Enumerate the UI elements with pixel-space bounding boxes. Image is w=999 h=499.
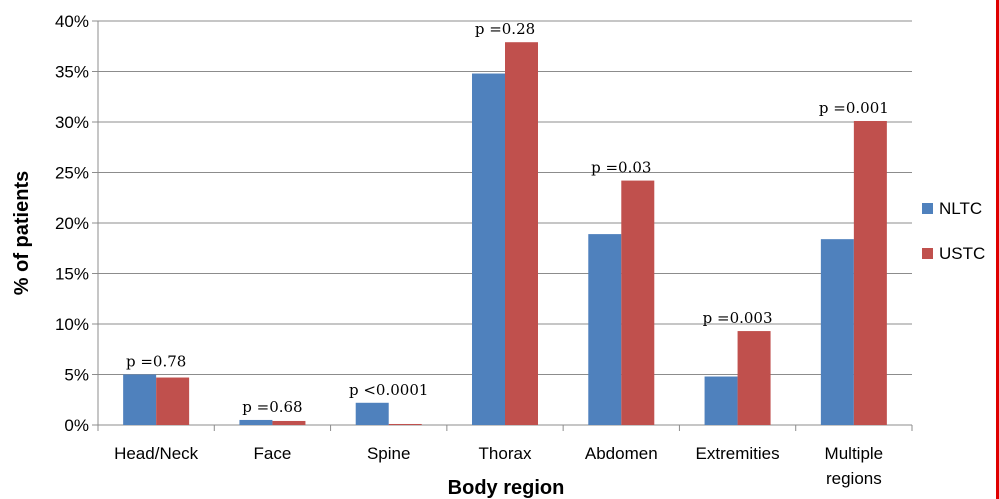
bars bbox=[123, 42, 887, 426]
x-tick-label: Extremities bbox=[696, 444, 780, 463]
bar-ustc bbox=[272, 420, 306, 425]
y-tick-label: 25% bbox=[55, 164, 89, 183]
y-tick-label: 40% bbox=[55, 12, 89, 31]
bar-ustc bbox=[621, 180, 655, 425]
p-value-label: p =0.28 bbox=[475, 20, 535, 38]
y-tick-labels: 0% 5% 10% 15% 20% 25% 30% 35% 40% bbox=[55, 12, 89, 435]
x-axis-label: Body region bbox=[448, 477, 565, 499]
bar-nltc bbox=[820, 239, 854, 425]
p-value-label: p =0.03 bbox=[591, 159, 651, 177]
bar-nltc bbox=[123, 374, 157, 425]
x-tick-label: Abdomen bbox=[585, 444, 658, 463]
y-tick-label: 15% bbox=[55, 265, 89, 284]
p-value-label: p <0.0001 bbox=[349, 381, 428, 399]
p-value-label: p =0.003 bbox=[703, 309, 773, 327]
y-tick-label: 0% bbox=[64, 416, 89, 435]
right-edge-border bbox=[996, 0, 999, 499]
p-value-label: p =0.68 bbox=[242, 398, 302, 416]
bar-nltc bbox=[588, 234, 622, 425]
bar-ustc bbox=[388, 423, 422, 425]
bar-ustc bbox=[737, 331, 771, 425]
legend-swatch-ustc bbox=[922, 248, 933, 259]
legend-swatch-nltc bbox=[922, 203, 933, 214]
x-tick-label: Face bbox=[254, 444, 292, 463]
p-value-label: p =0.78 bbox=[126, 353, 186, 371]
y-tick-label: 30% bbox=[55, 113, 89, 132]
bar-ustc bbox=[853, 120, 887, 426]
x-tick-label: Multiple bbox=[825, 444, 884, 463]
y-tick-label: 5% bbox=[64, 366, 89, 385]
bar-nltc bbox=[704, 376, 738, 425]
x-tick-label: Spine bbox=[367, 444, 410, 463]
legend-label-ustc: USTC bbox=[939, 244, 985, 263]
x-tick-label: Head/Neck bbox=[114, 444, 199, 463]
bar-ustc bbox=[505, 42, 538, 426]
y-tick-label: 10% bbox=[55, 315, 89, 334]
p-value-annotations: p =0.78 p =0.68 p <0.0001 p =0.28 p =0.03 p =… bbox=[126, 20, 889, 416]
legend-label-nltc: NLTC bbox=[939, 199, 982, 218]
bar-ustc bbox=[156, 377, 190, 425]
y-axis-label: % of patients bbox=[11, 171, 33, 295]
p-value-label: p =0.001 bbox=[819, 99, 889, 117]
legend: NLTC USTC bbox=[922, 199, 985, 263]
bar-nltc bbox=[472, 73, 505, 426]
bar-nltc bbox=[239, 419, 273, 425]
x-tick-label: Thorax bbox=[479, 444, 532, 463]
x-tick-label: regions bbox=[826, 469, 882, 488]
y-tick-label: 35% bbox=[55, 63, 89, 82]
bar-nltc bbox=[355, 402, 389, 425]
x-tick-labels: Head/Neck Face Spine Thorax Abdomen Extremiti… bbox=[114, 444, 883, 488]
y-tick-label: 20% bbox=[55, 214, 89, 233]
